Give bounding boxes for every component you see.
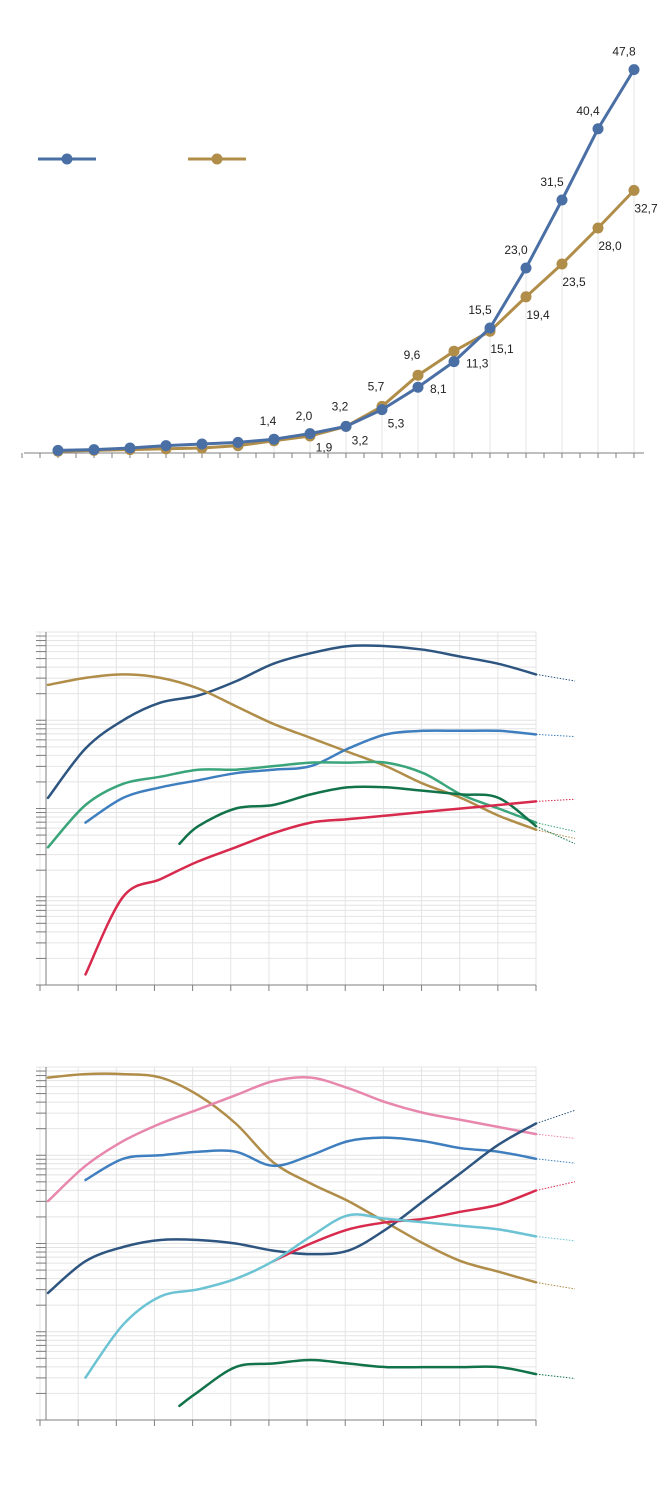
series-1-point: [52, 444, 64, 456]
series-2-data-label: 19,4: [526, 308, 550, 322]
series-4-line: [46, 760, 538, 849]
series-1-point: [628, 64, 640, 76]
series-1-point: [376, 404, 388, 416]
chart-1-legend: [38, 153, 246, 165]
series-7-line: [178, 1358, 538, 1408]
legend-marker-2: [211, 153, 223, 165]
series-1-data-label: 47,8: [612, 45, 636, 59]
series-2-point: [412, 369, 424, 381]
series-6-line: [84, 800, 538, 976]
chart-3-series: [46, 1072, 576, 1408]
series-3-extension: [535, 1158, 576, 1164]
chart-1-labels: 1,9 3,2 5,3 8,1 11,3 15,5 23,0 31,5 40,4 47,8 1,4 2…: [260, 45, 658, 455]
series-6-line: [84, 1213, 538, 1379]
series-5-line: [178, 785, 538, 846]
series-2-data-label: 15,1: [490, 342, 514, 356]
series-2-line: [46, 1075, 538, 1203]
legend-marker-1: [61, 153, 73, 165]
series-3-extension: [535, 733, 576, 738]
series-1-extension: [535, 673, 576, 682]
series-1-line: [46, 1072, 538, 1284]
series-1-point: [412, 381, 424, 393]
series-5-extension: [535, 825, 576, 845]
series-2-point: [592, 222, 604, 234]
series-7-extension: [535, 1373, 576, 1380]
chart-1-grid: [57, 69, 635, 452]
series-1-data-label: 3,2: [352, 433, 369, 447]
series-1-point: [340, 420, 352, 432]
series-1-point: [592, 123, 604, 135]
series-1-point: [124, 442, 136, 454]
chart-2-axis: [36, 632, 537, 991]
chart-1-series: [52, 64, 640, 457]
series-2-point: [556, 258, 568, 270]
series-2-point: [628, 184, 640, 196]
series-1-data-label: 23,0: [504, 243, 528, 257]
series-2-data-label: 1,4: [260, 414, 277, 428]
series-2-extension: [535, 829, 576, 839]
series-1-point: [88, 444, 100, 456]
series-1-point: [196, 438, 208, 450]
series-2-data-label: 9,6: [404, 348, 421, 362]
series-1-line: [57, 68, 636, 452]
series-1-data-label: 15,5: [468, 303, 492, 317]
series-5-extension: [535, 1181, 576, 1192]
series-2-line: [46, 673, 538, 831]
series-4-extension: [535, 1109, 576, 1124]
series-1-point: [160, 440, 172, 452]
series-1-point: [304, 428, 316, 440]
chart-1: 1,9 3,2 5,3 8,1 11,3 15,5 23,0 31,5 40,4 47,8 1,4 2…: [21, 45, 658, 458]
series-1-line: [46, 644, 538, 800]
series-1-point: [268, 433, 280, 445]
series-1-point: [484, 322, 496, 334]
series-2-data-label: 3,2: [332, 399, 349, 413]
series-1-point: [232, 436, 244, 448]
series-1-data-label: 8,1: [430, 382, 447, 396]
chart-3: [36, 1066, 576, 1426]
series-2-data-label: 28,0: [598, 239, 622, 253]
series-2-extension: [535, 1133, 576, 1139]
series-4-extension: [535, 822, 576, 832]
series-1-extension: [535, 1281, 576, 1290]
series-1-data-label: 5,3: [388, 417, 405, 431]
series-2-point: [448, 345, 460, 357]
chart-1-axis: [21, 452, 644, 458]
series-6-extension: [535, 1235, 576, 1242]
series-1-point: [520, 262, 532, 274]
series-1-point: [448, 356, 460, 368]
series-3-line: [84, 729, 538, 824]
chart-3-axis: [36, 1067, 537, 1426]
series-1-data-label: 11,3: [466, 357, 489, 371]
series-2-data-label: 32,7: [634, 201, 658, 215]
chart-2-grid: [36, 631, 537, 986]
series-1-data-label: 31,5: [540, 175, 564, 189]
series-1-data-label: 40,4: [576, 104, 600, 118]
chart-2: [36, 631, 576, 991]
series-1-point: [556, 194, 568, 206]
series-2-data-label: 23,5: [562, 275, 586, 289]
series-6-extension: [535, 798, 576, 802]
series-2-data-label: 2,0: [296, 409, 313, 423]
chart-2-series: [46, 644, 576, 976]
series-3-line: [84, 1136, 538, 1182]
series-1-data-label: 1,9: [316, 441, 333, 455]
series-2-data-label: 5,7: [368, 379, 385, 393]
series-2-point: [520, 291, 532, 303]
